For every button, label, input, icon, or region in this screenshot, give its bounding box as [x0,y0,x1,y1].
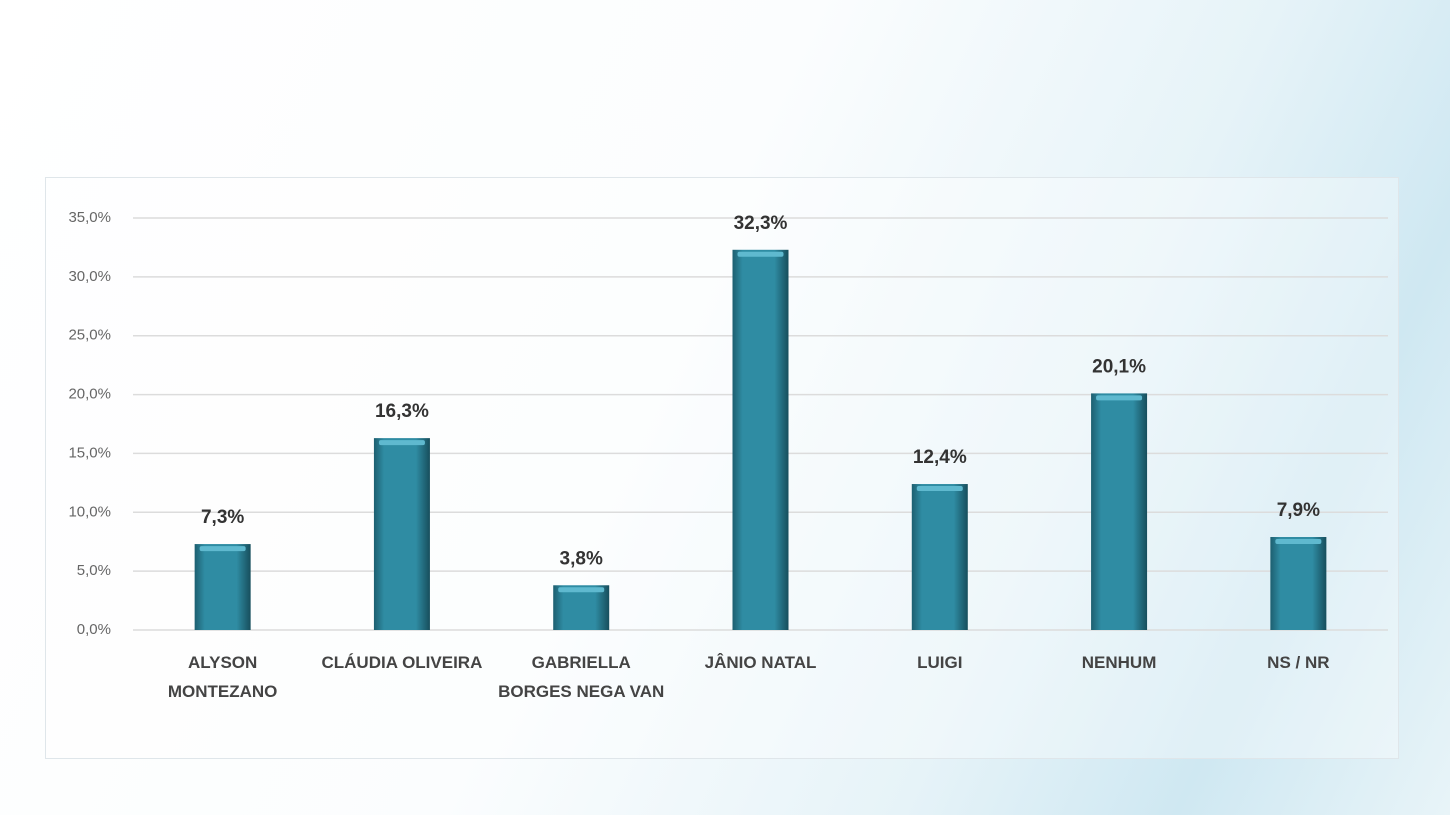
y-tick-label: 0,0% [77,621,111,638]
bar [1270,537,1327,630]
x-tick-label: NS / NR [1267,653,1330,672]
data-label: 7,3% [201,507,244,528]
data-label: 3,8% [560,548,603,569]
bar [1091,393,1148,630]
x-tick-label: NENHUM [1081,653,1157,672]
data-label: 16,3% [375,401,429,422]
data-label: 32,3% [734,213,788,234]
y-tick-label: 25,0% [68,327,111,344]
chart-frame [45,177,1399,759]
bar-cap [378,440,425,446]
x-tick-label: GABRIELLA BORGES NEGA VAN [498,653,665,701]
y-tick-label: 15,0% [68,444,111,461]
bar [373,438,430,630]
data-label: 7,9% [1277,500,1320,521]
bar-cap [1096,395,1143,401]
y-tick-label: 35,0% [68,209,111,226]
bar-cap [916,486,963,492]
bar [553,585,610,630]
bar-cap [199,546,246,552]
bar [194,544,251,630]
y-tick-label: 20,0% [68,386,111,403]
bar-cap [558,587,605,593]
data-label: 20,1% [1092,356,1146,377]
y-tick-label: 10,0% [68,503,111,520]
x-tick-label: CLÁUDIA OLIVEIRA [321,653,483,672]
y-tick-label: 30,0% [68,268,111,285]
bar-cap [737,251,784,257]
bar-cap [1275,539,1322,545]
bar [732,249,789,631]
x-tick-label: ALYSON MONTEZANO [167,653,278,701]
data-label: 12,4% [913,447,967,468]
y-tick-label: 5,0% [77,562,111,579]
x-tick-label: LUIGI [917,653,963,672]
bar [911,484,968,630]
x-tick-label: JÂNIO NATAL [704,653,817,672]
